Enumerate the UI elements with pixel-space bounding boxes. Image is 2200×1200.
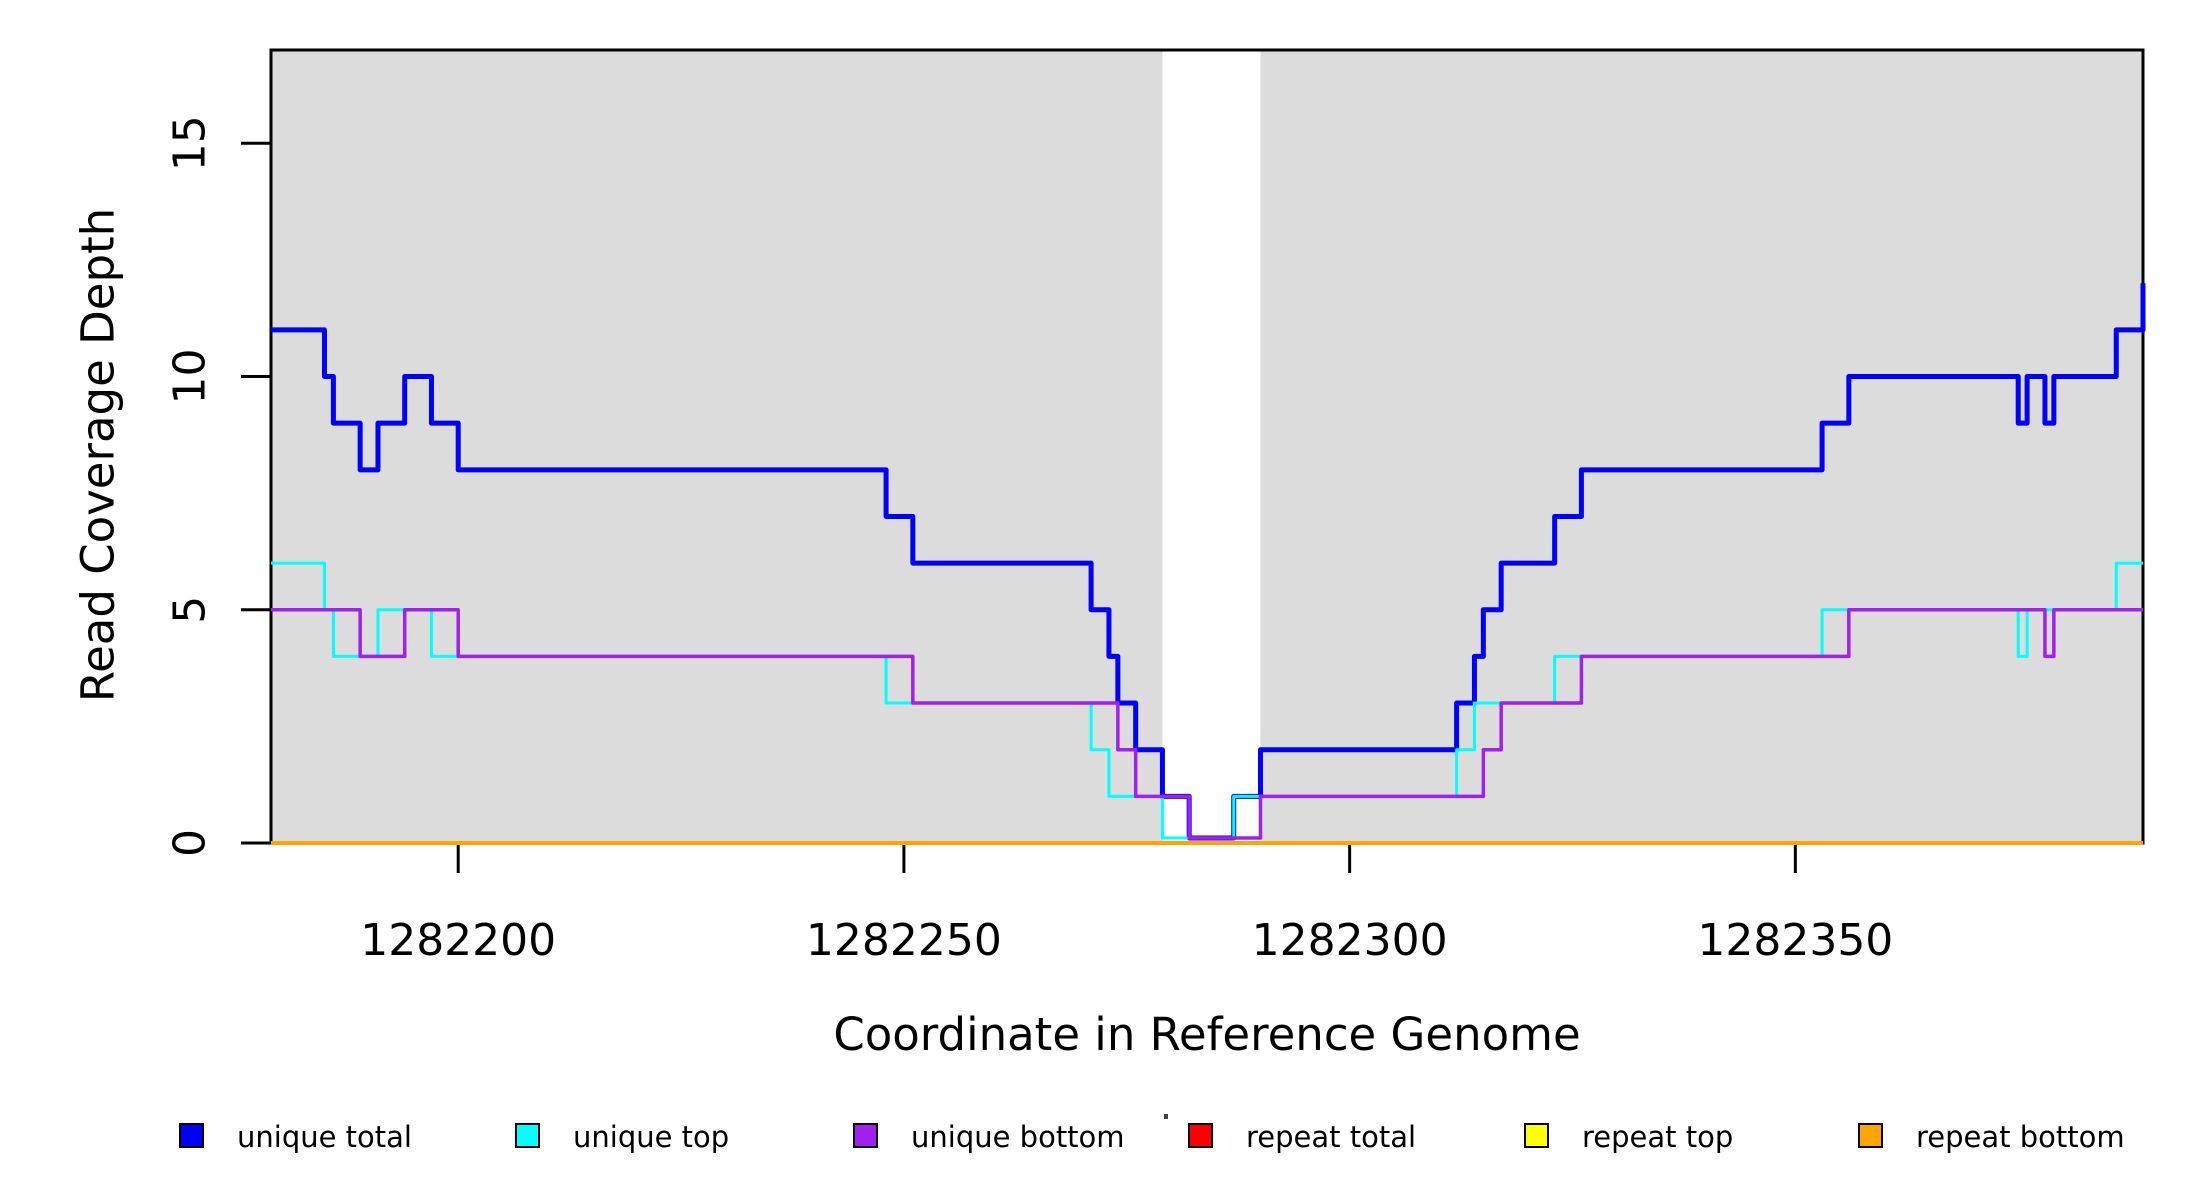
legend-swatch-icon	[1858, 1123, 1883, 1148]
x-tick-label: 1282250	[806, 915, 1002, 966]
shaded-region	[1260, 50, 2143, 843]
x-tick-label: 1282350	[1697, 915, 1893, 966]
legend-label: repeat total	[1246, 1120, 1417, 1154]
legend-swatch-icon	[1188, 1123, 1213, 1148]
legend-label: repeat top	[1582, 1120, 1734, 1154]
y-tick-label: 10	[165, 349, 216, 405]
x-tick-label: 1282200	[360, 915, 556, 966]
legend-label: unique bottom	[911, 1120, 1125, 1154]
x-tick-label: 1282300	[1252, 915, 1448, 966]
series-unique-bottom	[271, 608, 2143, 840]
shaded-region	[271, 50, 1163, 843]
stray-dot	[1164, 1114, 1168, 1119]
legend-swatch-icon	[179, 1123, 204, 1148]
y-tick-label: 15	[165, 115, 216, 171]
legend-swatch-icon	[515, 1123, 540, 1148]
legend-label: repeat bottom	[1916, 1120, 2125, 1154]
legend-swatch-icon	[853, 1123, 878, 1148]
legend-swatch-icon	[1524, 1123, 1549, 1148]
legend-label: unique total	[237, 1120, 412, 1154]
x-axis-title: Coordinate in Reference Genome	[833, 1008, 1581, 1061]
y-tick-label: 0	[165, 829, 216, 857]
y-axis-title: Read Coverage Depth	[71, 207, 125, 703]
y-tick-label: 5	[165, 596, 216, 624]
legend-label: unique top	[573, 1120, 730, 1154]
